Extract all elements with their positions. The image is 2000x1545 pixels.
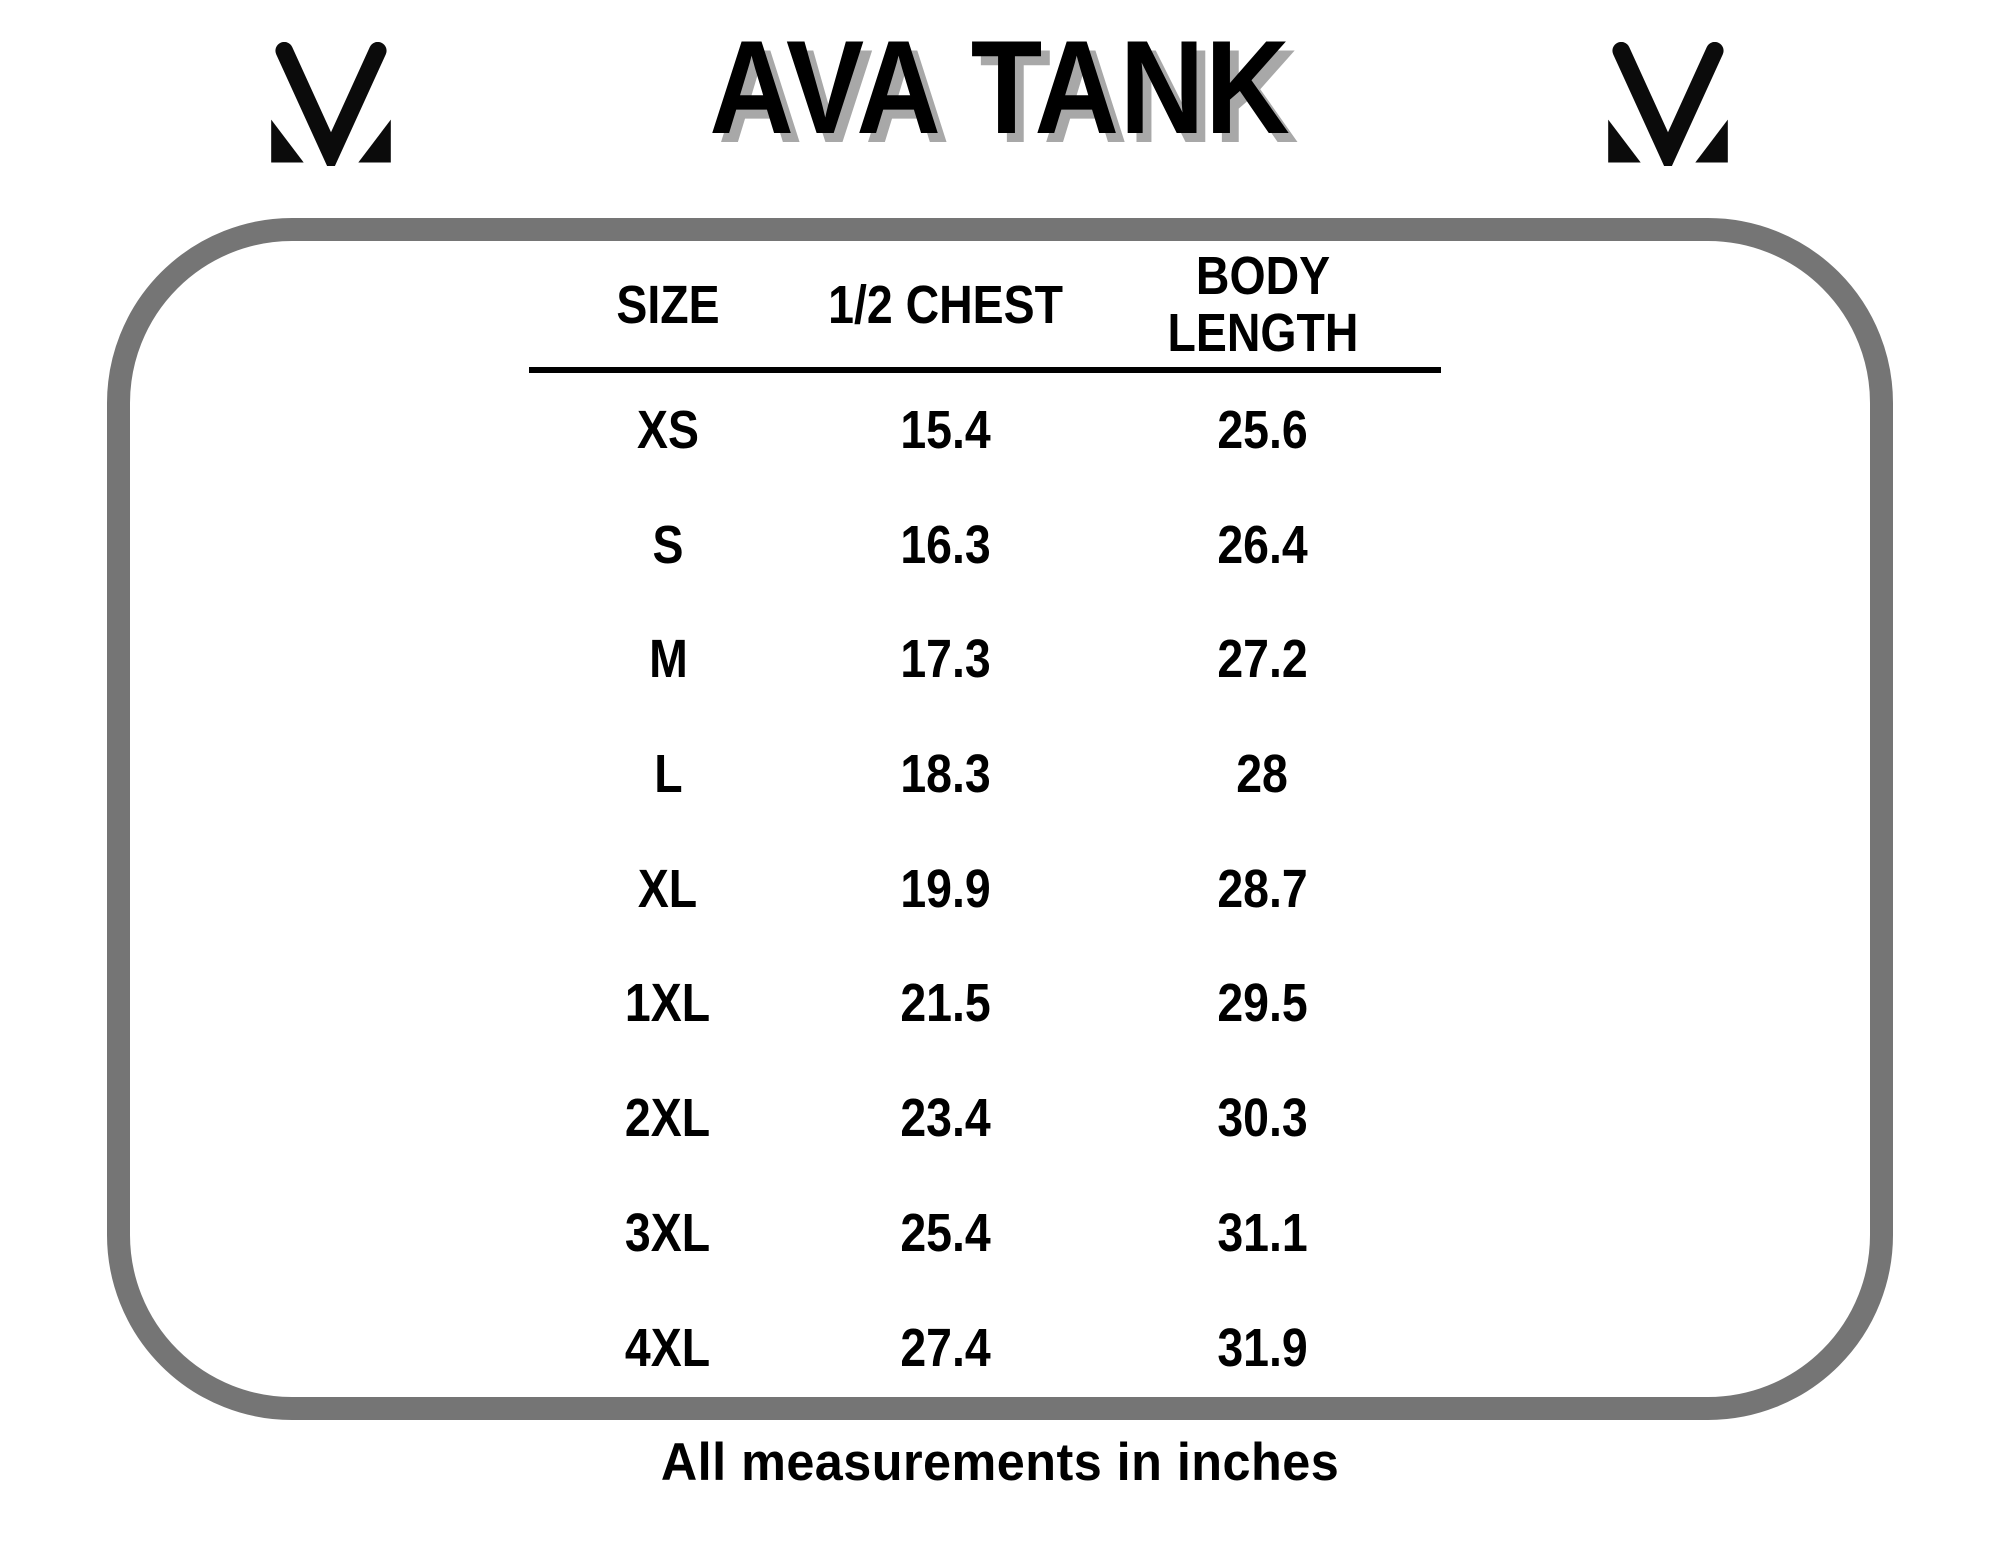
m-logo-icon xyxy=(271,42,391,166)
body-length-value: 31.1 xyxy=(1217,1202,1308,1263)
size-label: S xyxy=(652,514,684,575)
size-label: L xyxy=(653,744,683,805)
size-table-header-row: SIZE 1/2 CHEST BODY LENGTH xyxy=(529,243,1441,373)
brand-logo-left xyxy=(266,42,396,166)
body-length-value: 31.9 xyxy=(1217,1317,1308,1378)
size-label: 2XL xyxy=(625,1088,711,1149)
size-label: 4XL xyxy=(625,1317,711,1378)
half-chest-value: 18.3 xyxy=(900,744,991,805)
body-length-value: 30.3 xyxy=(1217,1088,1308,1149)
body-length-value: 26.4 xyxy=(1217,514,1308,575)
m-logo-icon xyxy=(1608,42,1728,166)
half-chest-value: 16.3 xyxy=(900,514,991,575)
half-chest-value: 23.4 xyxy=(900,1088,991,1149)
half-chest-value: 19.9 xyxy=(900,858,991,919)
size-label: 1XL xyxy=(625,973,711,1034)
size-label: M xyxy=(648,629,688,690)
half-chest-value: 27.4 xyxy=(900,1317,991,1378)
body-length-value: 28.7 xyxy=(1217,858,1308,919)
half-chest-value: 17.3 xyxy=(900,629,991,690)
size-table: SIZE 1/2 CHEST BODY LENGTH XS 15.4 25.6 … xyxy=(529,243,1441,1405)
body-length-value: 27.2 xyxy=(1217,629,1308,690)
body-length-value: 28 xyxy=(1236,744,1289,805)
page-title: AVA TANK xyxy=(709,14,1291,162)
size-chart-frame xyxy=(107,218,1893,1420)
column-header-half-chest: 1/2 CHEST xyxy=(828,274,1063,335)
column-header-size: SIZE xyxy=(616,274,720,335)
size-label: XS xyxy=(637,400,699,460)
column-header-body-length: BODY LENGTH xyxy=(1167,246,1358,363)
body-length-value: 25.6 xyxy=(1217,400,1308,460)
size-label: 3XL xyxy=(625,1202,711,1263)
half-chest-value: 21.5 xyxy=(900,973,991,1034)
body-length-value: 29.5 xyxy=(1217,973,1308,1034)
brand-logo-right xyxy=(1603,42,1733,166)
size-table-body: XS 15.4 25.6 S 16.3 26.4 M 17.3 27.2 L 1… xyxy=(529,373,1441,1405)
half-chest-value: 25.4 xyxy=(900,1202,991,1263)
half-chest-value: 15.4 xyxy=(900,400,991,460)
measurements-note: All measurements in inches xyxy=(660,1433,1340,1492)
size-label: XL xyxy=(638,858,698,919)
